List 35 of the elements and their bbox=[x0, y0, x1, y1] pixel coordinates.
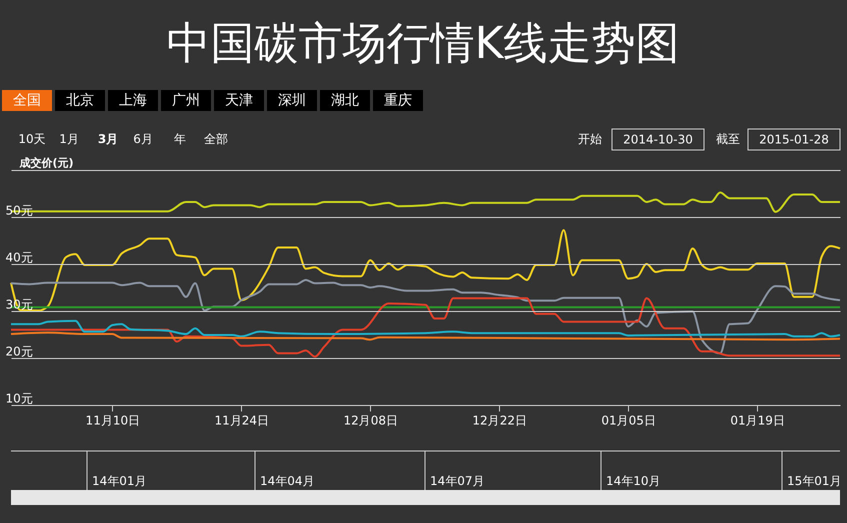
text: 14年01月 bbox=[92, 474, 147, 488]
x-tick-label: 12月08日 bbox=[343, 414, 398, 428]
text: 重庆 bbox=[384, 92, 412, 108]
y-tick-label: 40元 bbox=[6, 250, 33, 264]
text: 1月 bbox=[59, 132, 79, 146]
x-tick-label: 11月24日 bbox=[214, 414, 270, 428]
x-tick-label: 12月22日 bbox=[472, 414, 527, 428]
text: 北京 bbox=[66, 92, 94, 108]
text: 截至 bbox=[716, 132, 740, 146]
chart-title: 中国碳市场行情K线走势图 bbox=[166, 18, 680, 69]
text: 深圳 bbox=[278, 92, 306, 108]
x-tick-label: 11月10日 bbox=[86, 414, 140, 428]
text: 6月 bbox=[133, 132, 153, 146]
y-tick-label: 20元 bbox=[6, 344, 33, 358]
text: 全部 bbox=[204, 132, 228, 146]
text: 3月 bbox=[98, 132, 118, 146]
text: 开始 bbox=[578, 132, 602, 146]
text: 全国 bbox=[13, 92, 41, 108]
text: 14年04月 bbox=[260, 474, 315, 488]
text: 14年07月 bbox=[430, 474, 485, 488]
text: 年 bbox=[174, 132, 186, 146]
y-tick-label: 30元 bbox=[6, 298, 33, 312]
text: 2015-01-28 bbox=[759, 132, 829, 146]
y-axis-title: 成交价(元) bbox=[18, 156, 74, 170]
x-tick-label: 01月19日 bbox=[730, 414, 785, 428]
y-tick-label: 10元 bbox=[6, 392, 33, 406]
text: 天津 bbox=[225, 92, 253, 108]
text: 上海 bbox=[119, 92, 147, 108]
text: 15年01月 bbox=[787, 474, 842, 488]
text: 湖北 bbox=[331, 92, 359, 108]
text: 14年10月 bbox=[606, 474, 661, 488]
text: 2014-10-30 bbox=[623, 132, 693, 146]
x-tick-label: 01月05日 bbox=[601, 414, 656, 428]
text: 10天 bbox=[18, 132, 46, 146]
text: 广州 bbox=[172, 92, 200, 108]
